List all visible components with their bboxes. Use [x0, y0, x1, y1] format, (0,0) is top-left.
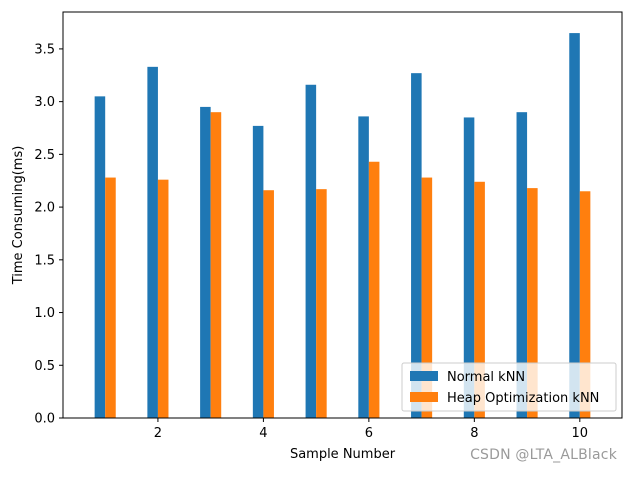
- plot-frame: [62, 11, 623, 419]
- y-tick-label-2.5: 2.5: [34, 148, 55, 163]
- x-tick-label-10: 10: [572, 426, 589, 441]
- x-tick-label-6: 6: [365, 426, 373, 441]
- legend: Normal kNN Heap Optimization kNN: [401, 362, 617, 412]
- y-tick-label-3.5: 3.5: [34, 42, 55, 57]
- legend-swatch-normal-knn: [410, 371, 438, 381]
- bar-normal-knn-9: [516, 112, 528, 419]
- legend-swatch-heap-optimization-knn: [410, 392, 438, 402]
- bar-normal-knn-5: [305, 84, 317, 418]
- bar-normal-knn-3: [200, 106, 211, 418]
- bar-heap-optimization-knn-2: [157, 179, 169, 418]
- legend-label-heap-optimization-knn: Heap Optimization kNN: [447, 391, 599, 406]
- x-tick-label-4: 4: [259, 426, 267, 441]
- bar-heap-optimization-knn-8: [474, 181, 485, 418]
- y-tick-label-0.5: 0.5: [34, 359, 55, 374]
- bar-normal-knn-10: [569, 33, 580, 419]
- x-ticks: 2 4 6 8 10: [154, 418, 588, 441]
- bar-heap-optimization-knn-7: [421, 177, 433, 418]
- bar-normal-knn-6: [358, 116, 369, 419]
- x-axis-label: Sample Number: [290, 447, 396, 462]
- bar-heap-optimization-knn-1: [105, 177, 116, 418]
- y-tick-label-3.0: 3.0: [34, 95, 55, 110]
- legend-box: [401, 362, 617, 412]
- bar-heap-optimization-knn-5: [316, 189, 327, 418]
- x-tick-label-2: 2: [154, 426, 162, 441]
- bar-heap-optimization-knn-9: [527, 188, 538, 418]
- y-tick-label-2.0: 2.0: [34, 201, 55, 216]
- bars-layer: [94, 33, 591, 419]
- bar-normal-knn-7: [411, 73, 422, 418]
- watermark-text: CSDN @LTA_ALBlack: [470, 447, 617, 463]
- y-tick-label-1.0: 1.0: [34, 306, 55, 321]
- y-ticks: 0.0 0.5 1.0 1.5 2.0 2.5 3.0 3.5: [34, 42, 63, 427]
- bar-normal-knn-4: [252, 125, 264, 418]
- bar-normal-knn-8: [463, 117, 475, 418]
- y-axis-label: Time Consuming(ms): [11, 146, 26, 286]
- bar-heap-optimization-knn-4: [263, 190, 274, 418]
- y-tick-label-1.5: 1.5: [34, 253, 55, 268]
- bar-normal-knn-2: [147, 66, 158, 418]
- y-tick-label-0.0: 0.0: [34, 412, 55, 427]
- legend-label-normal-knn: Normal kNN: [447, 370, 525, 385]
- bar-heap-optimization-knn-3: [210, 112, 222, 419]
- x-tick-label-8: 8: [470, 426, 478, 441]
- bar-normal-knn-1: [94, 96, 106, 419]
- bar-heap-optimization-knn-6: [368, 161, 380, 418]
- bar-heap-optimization-knn-10: [579, 191, 591, 418]
